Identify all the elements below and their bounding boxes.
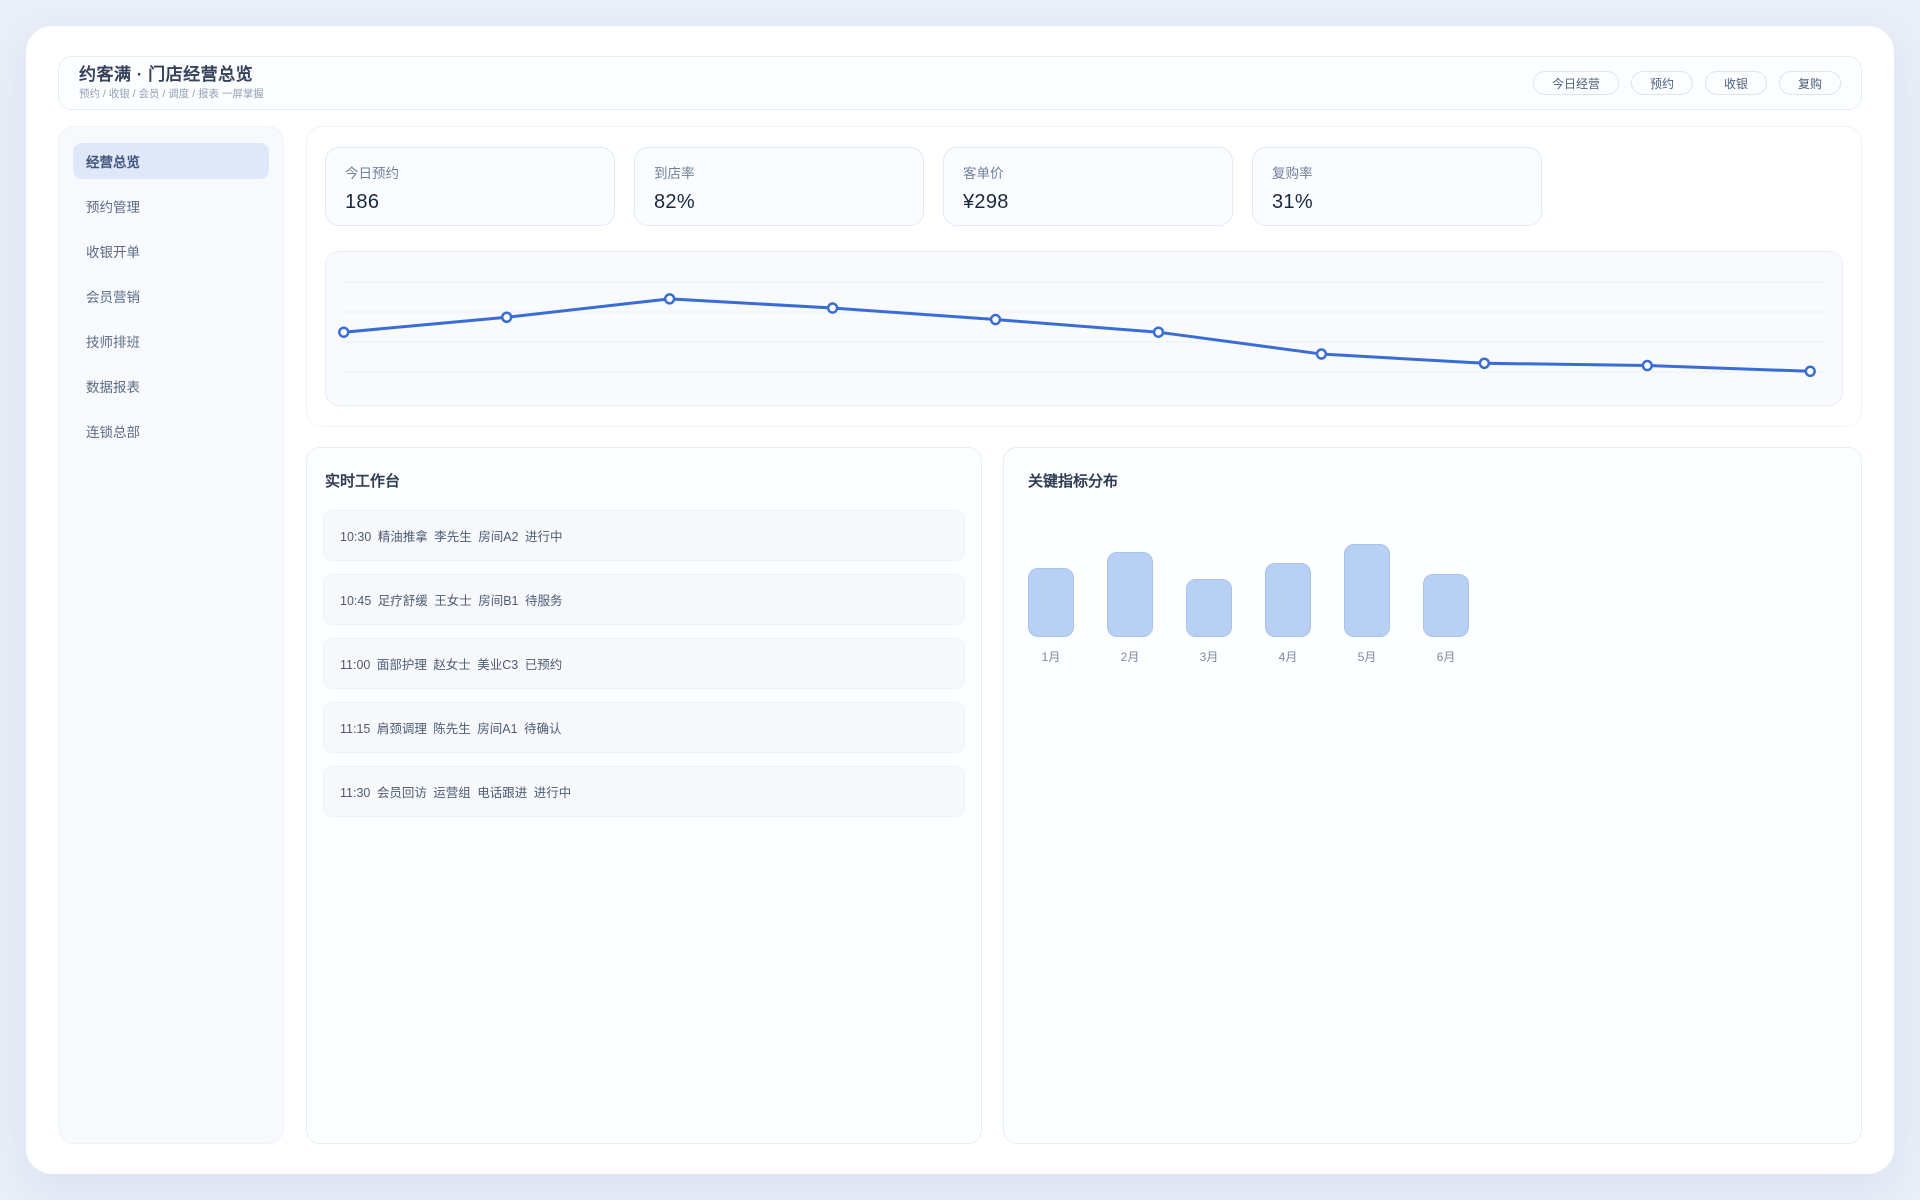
workbench-item[interactable]: 11:00 面部护理 赵女士 美业C3 已预约 — [323, 638, 965, 689]
bar-label: 2月 — [1120, 650, 1140, 664]
workbench-card: 实时工作台 10:30 精油推拿 李先生 房间A2 进行中 10:45 足疗舒缓… — [306, 447, 982, 1144]
bar-label: 1月 — [1041, 650, 1061, 664]
kpi-card-today-bookings: 今日预约 186 — [325, 147, 615, 226]
kpi-label: 今日预约 — [345, 166, 399, 181]
repurchase-button[interactable]: 复购 — [1778, 71, 1841, 95]
kpi-card-arrival-rate: 到店率 82% — [634, 147, 924, 226]
workbench-item[interactable]: 11:15 肩颈调理 陈先生 房间A1 待确认 — [323, 702, 965, 753]
kpi-value: 82% — [654, 191, 695, 213]
sidebar-item-scheduling[interactable]: 技师排班 — [86, 335, 140, 350]
workbench-title: 实时工作台 — [325, 473, 401, 490]
sidebar-nav: 经营总览 预约管理 收银开单 会员营销 技师排班 数据报表 连锁总部 — [58, 126, 284, 1144]
sidebar-item-overview[interactable]: 经营总览 — [73, 143, 269, 179]
today-business-button[interactable]: 今日经营 — [1532, 71, 1619, 95]
bar-label: 3月 — [1199, 650, 1219, 664]
sidebar-item-membership[interactable]: 会员营销 — [86, 290, 140, 305]
header-actions: 今日经营 预约 收银 复购 — [1532, 71, 1841, 95]
bar-label: 4月 — [1278, 650, 1298, 664]
bar — [1107, 552, 1153, 637]
page-title: 约客满 · 门店经营总览 — [79, 64, 254, 84]
sidebar-item-booking[interactable]: 预约管理 — [86, 200, 140, 215]
workbench-item[interactable]: 11:30 会员回访 运营组 电话跟进 进行中 — [323, 766, 965, 817]
metrics-card: 关键指标分布 1月 2月 3月 4月 5月 — [1003, 447, 1862, 1144]
page-subtitle: 预约 / 收银 / 会员 / 调度 / 报表 一屏掌握 — [79, 88, 264, 101]
kpi-value: ¥298 — [963, 191, 1009, 213]
kpi-card-avg-ticket: 客单价 ¥298 — [943, 147, 1233, 226]
trend-line-chart — [325, 251, 1843, 406]
bar — [1265, 563, 1311, 637]
kpi-card-repurchase-rate: 复购率 31% — [1252, 147, 1542, 226]
workbench-item[interactable]: 10:30 精油推拿 李先生 房间A2 进行中 — [323, 510, 965, 561]
bar — [1423, 574, 1469, 637]
sidebar-item-reports[interactable]: 数据报表 — [86, 380, 140, 395]
bar — [1344, 544, 1390, 637]
booking-button[interactable]: 预约 — [1630, 71, 1693, 95]
cashier-button[interactable]: 收银 — [1704, 71, 1767, 95]
bar-label: 6月 — [1436, 650, 1456, 664]
app-window: 约客满 · 门店经营总览 预约 / 收银 / 会员 / 调度 / 报表 一屏掌握… — [26, 26, 1894, 1174]
kpi-value: 186 — [345, 191, 380, 213]
kpi-label: 客单价 — [963, 166, 1004, 181]
kpi-label: 到店率 — [654, 166, 695, 181]
bar — [1028, 568, 1074, 637]
header-title-block: 约客满 · 门店经营总览 预约 / 收银 / 会员 / 调度 / 报表 一屏掌握 — [79, 65, 264, 102]
bar — [1186, 579, 1232, 637]
kpi-label: 复购率 — [1272, 166, 1313, 181]
sidebar-item-cashier[interactable]: 收银开单 — [86, 245, 140, 260]
kpi-row: 今日预约 186 到店率 82% 客单价 ¥298 复购率 31% — [325, 147, 1843, 226]
trend-line-svg — [338, 281, 1827, 378]
header-bar: 约客满 · 门店经营总览 预约 / 收银 / 会员 / 调度 / 报表 一屏掌握… — [58, 56, 1862, 110]
sidebar-item-hq[interactable]: 连锁总部 — [86, 425, 140, 440]
kpi-value: 31% — [1272, 191, 1313, 213]
workbench-item[interactable]: 10:45 足疗舒缓 王女士 房间B1 待服务 — [323, 574, 965, 625]
bar-chart-labels: 1月 2月 3月 4月 5月 6月 — [1028, 648, 1839, 665]
metrics-title: 关键指标分布 — [1028, 473, 1119, 490]
bar-chart — [1028, 537, 1839, 637]
overview-panel: 今日预约 186 到店率 82% 客单价 ¥298 复购率 31% — [306, 126, 1862, 427]
main-content: 今日预约 186 到店率 82% 客单价 ¥298 复购率 31% — [306, 126, 1862, 1144]
bar-label: 5月 — [1357, 650, 1377, 664]
